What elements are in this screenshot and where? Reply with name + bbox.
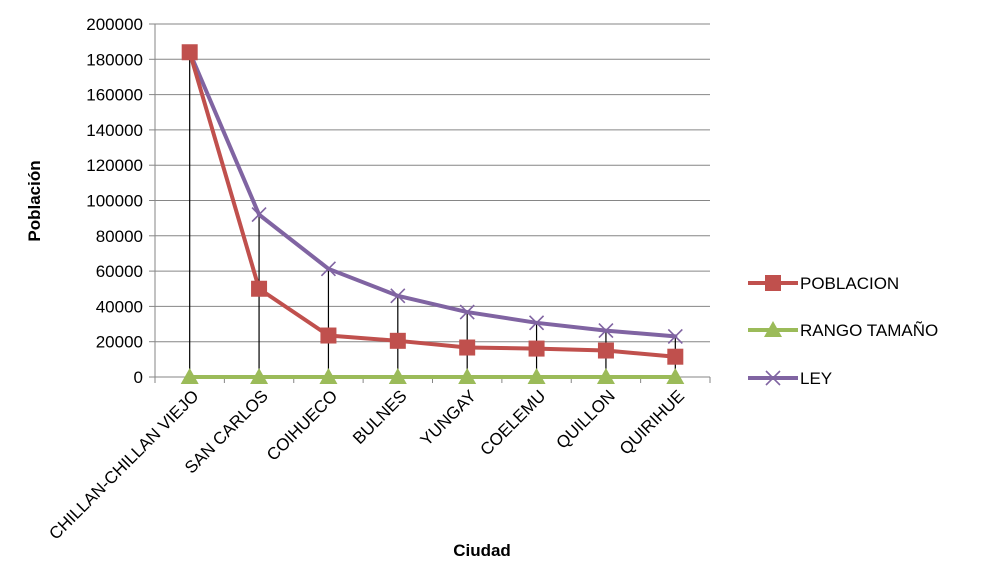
y-tick-label: 140000 <box>86 121 143 140</box>
series-line <box>187 50 678 359</box>
marker-triangle <box>764 321 782 337</box>
y-tick-label: 160000 <box>86 86 143 105</box>
marker-square <box>181 44 198 61</box>
y-tick-label: 120000 <box>86 156 143 175</box>
y-tick-label: 100000 <box>86 192 143 211</box>
marker-square <box>597 342 614 359</box>
legend-item: POBLACION <box>748 274 899 293</box>
marker-square <box>389 332 406 349</box>
x-tick-label: YUNGAY <box>417 386 480 449</box>
marker-square <box>459 339 476 356</box>
marker-square <box>765 275 781 291</box>
legend-label: LEY <box>800 369 832 388</box>
marker-square <box>320 327 337 344</box>
series-poblacion <box>181 44 684 365</box>
marker-triangle <box>596 368 615 384</box>
marker-triangle <box>250 368 269 384</box>
marker-x <box>320 261 337 277</box>
legend-label: RANGO TAMAÑO <box>800 321 938 340</box>
y-tick-label: 60000 <box>96 262 143 281</box>
marker-triangle <box>319 368 338 384</box>
marker-x <box>667 328 683 344</box>
x-tick-label: BULNES <box>349 386 411 448</box>
legend: POBLACION RANGO TAMAÑO LEY <box>748 274 938 388</box>
marker-triangle <box>458 368 477 384</box>
y-axis-title: Población <box>25 160 44 241</box>
marker-x <box>390 288 406 304</box>
marker-x <box>251 207 267 223</box>
series-lines <box>180 44 685 384</box>
x-tick-label: CHILLAN-CHILLAN VIEJO <box>45 386 202 543</box>
y-tick-labels: 0 20000 40000 60000 80000 100000 120000 140000 1… <box>86 15 143 387</box>
marker-triangle <box>666 368 685 384</box>
marker-x <box>765 370 781 386</box>
series-rango-tamaño <box>180 368 685 384</box>
x-tick-label: QUILLON <box>553 386 619 452</box>
y-tick-label: 0 <box>134 368 143 387</box>
marker-triangle <box>527 368 546 384</box>
x-tick-label: QUIRIHUE <box>616 386 688 458</box>
marker-triangle <box>388 368 407 384</box>
series-line <box>187 50 678 339</box>
marker-x <box>598 323 614 339</box>
marker-square <box>251 280 268 297</box>
marker-x <box>459 304 475 320</box>
legend-label: POBLACION <box>800 274 899 293</box>
y-tick-label: 20000 <box>96 333 143 352</box>
gridlines <box>155 23 710 343</box>
legend-item: LEY <box>748 369 832 388</box>
y-tick-label: 180000 <box>86 50 143 69</box>
marker-square <box>667 348 684 365</box>
x-tick-label: COIHUECO <box>263 386 341 464</box>
y-tick-label: 40000 <box>96 297 143 316</box>
marker-triangle <box>180 368 199 384</box>
x-tick-label: COELEMU <box>477 386 550 459</box>
marker-square <box>528 340 545 357</box>
marker-x <box>528 315 545 331</box>
series-ley <box>182 44 683 344</box>
y-tick-label: 200000 <box>86 15 143 34</box>
legend-item: RANGO TAMAÑO <box>748 321 938 340</box>
x-axis-title: Ciudad <box>453 541 511 560</box>
y-tick-label: 80000 <box>96 227 143 246</box>
